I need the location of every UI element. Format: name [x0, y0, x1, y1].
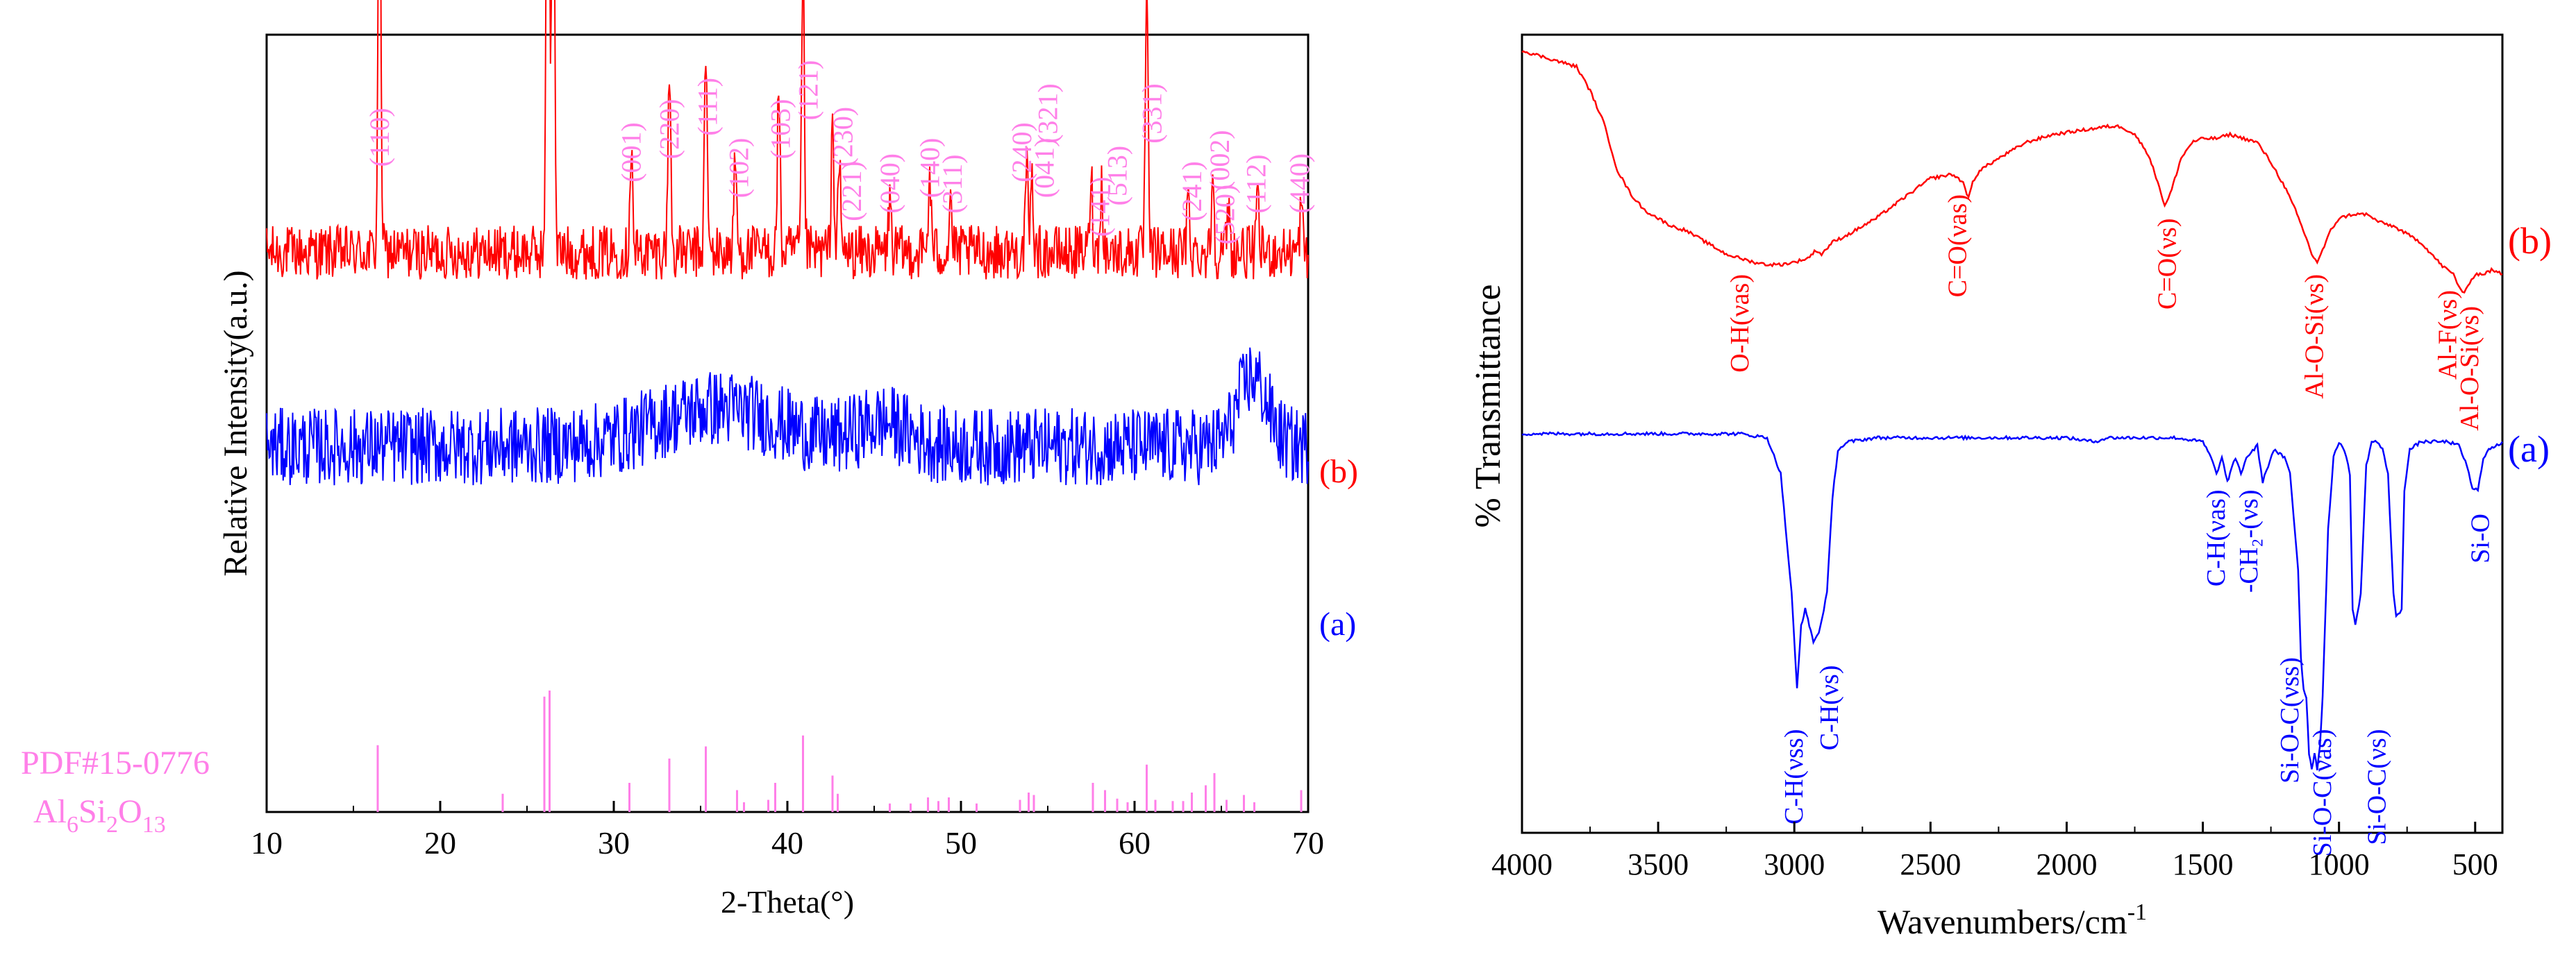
ftir-series-b-line	[1521, 50, 2503, 294]
xrd-series-label-b: (b)	[1319, 453, 1358, 490]
xrd-x-axis-label: 2-Theta(°)	[721, 884, 854, 920]
hkl-annotation: (221)	[836, 161, 867, 221]
hkl-annotation: (103)	[765, 99, 796, 160]
hkl-annotation: (140)	[914, 138, 946, 198]
hkl-annotation: (230)	[828, 107, 859, 167]
ftir-chart: O-H(νas)C=O(νas) C=O(νs)Al-O-Si(νs) Al-F(ν…	[1469, 33, 2552, 941]
formula-subscript: 13	[142, 812, 166, 838]
hkl-annotation: (002)	[1204, 130, 1235, 190]
xrd-x-axis: 10 20 30 40 50 60 70	[251, 801, 1324, 861]
band-annotation: Al-O-Si(νs)	[2300, 274, 2329, 399]
ftir-x-tick-label: 4000	[1491, 847, 1553, 881]
ftir-plot-frame	[1521, 33, 2504, 834]
xrd-series-a-line	[266, 347, 1309, 486]
hkl-annotation: (241)	[1176, 161, 1207, 221]
formula-subscript: 6	[67, 812, 78, 838]
ftir-x-tick-label: 1500	[2173, 847, 2234, 881]
hkl-annotation: (240)	[1006, 122, 1037, 183]
ftir-x-tick-label: 3000	[1764, 847, 1825, 881]
hkl-annotation: (102)	[724, 138, 755, 198]
hkl-annotation: (001)	[616, 122, 647, 183]
ftir-series-label-b: (b)	[2508, 220, 2552, 262]
ftir-series-group	[1521, 50, 2504, 770]
band-annotation: Si-O-C(νss)	[2275, 657, 2305, 784]
ftir-x-tick-label: 2000	[2036, 847, 2097, 881]
hkl-annotation: (111)	[692, 78, 724, 136]
formula-element: Al	[33, 793, 67, 830]
xrd-x-tick-label: 30	[598, 825, 630, 861]
hkl-annotation: (520)	[1210, 185, 1241, 245]
band-annotation: Si-O-C(νs)	[2363, 729, 2392, 845]
hkl-annotation: (040)	[874, 153, 905, 214]
band-annotation: Al-F(νs)	[2434, 290, 2463, 380]
xrd-x-tick-label: 70	[1292, 825, 1324, 861]
xrd-x-tick-label: 20	[424, 825, 456, 861]
formula-element: Si	[78, 793, 106, 830]
hkl-annotation: (311)	[937, 154, 968, 213]
xrd-series-b-line	[266, 0, 1309, 280]
hkl-annotation: (112)	[1241, 154, 1272, 213]
band-annotation: C=O(νas)	[1943, 194, 1973, 297]
band-annotation: Al-O-Si(νs)	[2455, 306, 2484, 431]
ftir-series-a-line	[1521, 430, 2504, 770]
ftir-y-axis-label: % Transmittance	[1469, 285, 1508, 528]
hkl-annotation: (331)	[1137, 83, 1168, 144]
band-annotation: C-H(νss)	[1780, 729, 1809, 825]
xrd-series-label-a: (a)	[1319, 606, 1356, 643]
ftir-x-tick-label: 1000	[2309, 847, 2370, 881]
ftir-x-axis-label-base: Wavenumbers/cm	[1877, 902, 2127, 941]
hkl-annotation: (121)	[793, 60, 824, 121]
band-annotation: C-H(νas)	[2202, 490, 2231, 587]
hkl-annotation: (513)	[1102, 146, 1133, 206]
ftir-x-tick-label: 2500	[1900, 847, 1961, 881]
ftir-x-axis: 4000 3500 3000 2500 2000 1500 1000 500	[1491, 822, 2498, 881]
xrd-x-tick-label: 60	[1119, 825, 1151, 861]
hkl-annotation: (321)	[1032, 83, 1064, 144]
reference-formula: Al6Si2O13	[33, 793, 166, 838]
xrd-x-tick-label: 40	[771, 825, 803, 861]
band-annotation: C=O(νs)	[2153, 219, 2182, 310]
hkl-annotation: (220)	[654, 99, 685, 160]
ftir-x-tick-label: 3500	[1628, 847, 1689, 881]
band-annotation: C-H(νs)	[1815, 666, 1844, 751]
xrd-reference-lines	[376, 691, 1303, 812]
ftir-series-label-a: (a)	[2508, 428, 2550, 470]
hkl-annotation: (440)	[1284, 153, 1315, 214]
band-annotation: Si-O	[2466, 514, 2495, 564]
xrd-hkl-annotations: (110)(120)(210)(001)(220)(111)(102)(103)…	[364, 60, 1315, 245]
hkl-annotation: (041)	[1029, 138, 1060, 198]
xrd-chart: (110)(120)(210)(001)(220)(111)(102)(103)…	[21, 0, 1358, 920]
xrd-x-tick-label: 10	[251, 825, 283, 861]
hkl-annotation: (141)	[1085, 177, 1116, 237]
reference-card-label: PDF#15-0776	[21, 745, 210, 781]
band-annotation: O-H(νas)	[1725, 274, 1755, 373]
band-annotation: Si-O-C(νas)	[2308, 729, 2337, 857]
ftir-band-annotations: O-H(νas)C=O(νas) C=O(νs)Al-O-Si(νs) Al-F(ν…	[1725, 194, 2495, 856]
ftir-x-tick-label: 500	[2452, 847, 2498, 881]
hkl-annotation: (110)	[364, 108, 395, 167]
formula-element: O	[118, 793, 142, 830]
ftir-x-axis-label-exponent: -1	[2127, 899, 2147, 925]
xrd-x-tick-label: 50	[945, 825, 977, 861]
formula-subscript: 2	[106, 812, 118, 838]
xrd-series-group	[266, 0, 1309, 486]
ftir-x-axis-label: Wavenumbers/cm-1	[1877, 899, 2147, 941]
xrd-y-axis-label: Relative Intensity(a.u.)	[217, 270, 254, 576]
band-annotation: -CH₂-(νs)	[2234, 490, 2264, 593]
